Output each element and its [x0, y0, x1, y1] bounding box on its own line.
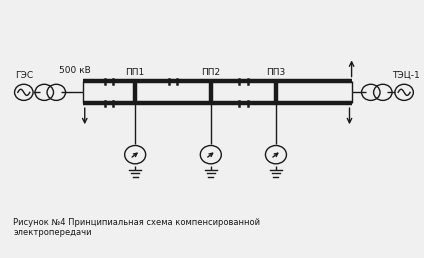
Text: ПП2: ПП2 — [201, 68, 220, 77]
Text: ТЭЦ-1: ТЭЦ-1 — [392, 70, 420, 79]
Text: ПП3: ПП3 — [266, 68, 286, 77]
Text: Рисунок №4 Принципиальная схема компенсированной
электропередачи: Рисунок №4 Принципиальная схема компенси… — [13, 218, 260, 237]
Text: ПП1: ПП1 — [126, 68, 145, 77]
Text: 500 кВ: 500 кВ — [59, 66, 91, 75]
Text: ГЭС: ГЭС — [15, 70, 33, 79]
